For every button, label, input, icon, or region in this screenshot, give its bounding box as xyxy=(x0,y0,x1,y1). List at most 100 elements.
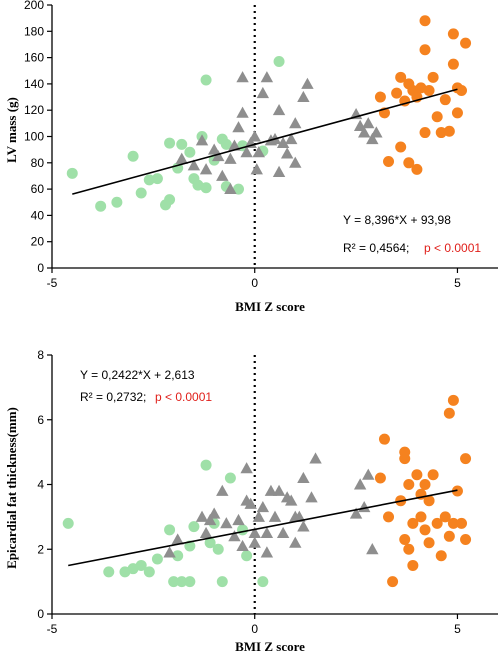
data-point-circle xyxy=(168,576,180,588)
data-point-circle xyxy=(200,182,212,194)
data-point-circle xyxy=(216,576,228,588)
data-point-circle xyxy=(427,469,439,481)
x-tick-label: 5 xyxy=(454,276,461,290)
data-point-circle xyxy=(411,163,423,175)
data-point-circle xyxy=(164,194,176,206)
data-point-circle xyxy=(184,576,196,588)
data-point-triangle xyxy=(358,500,371,513)
data-point-triangle xyxy=(256,86,270,99)
data-point-circle xyxy=(378,433,390,445)
data-point-circle xyxy=(399,534,411,546)
data-point-triangle xyxy=(195,510,209,522)
data-point-triangle xyxy=(248,130,261,142)
data-point-circle xyxy=(212,543,224,555)
data-point-triangle xyxy=(212,150,225,162)
data-point-circle xyxy=(443,530,455,542)
data-point-triangle xyxy=(248,536,261,548)
y-tick-label: 40 xyxy=(31,208,45,222)
y-axis-label: Epicardial fat thickness(mm) xyxy=(4,407,19,569)
data-point-triangle xyxy=(272,165,286,177)
data-point-triangle xyxy=(220,517,233,529)
data-point-circle xyxy=(415,511,427,523)
data-point-triangle xyxy=(228,530,241,542)
p-value-text: p < 0.0001 xyxy=(424,241,481,255)
x-axis-label: BMI Z score xyxy=(235,299,305,314)
data-point-circle xyxy=(443,125,455,137)
data-point-circle xyxy=(135,559,147,571)
data-point-circle xyxy=(419,524,431,536)
data-point-circle xyxy=(419,15,431,27)
data-point-triangle xyxy=(301,77,314,89)
y-tick-label: 0 xyxy=(37,261,44,275)
data-point-triangle xyxy=(252,146,265,158)
data-point-triangle xyxy=(276,526,290,539)
data-point-circle xyxy=(374,472,386,484)
data-point-triangle xyxy=(349,507,363,519)
data-point-circle xyxy=(143,174,155,186)
data-point-triangle xyxy=(250,163,263,175)
data-point-circle xyxy=(151,173,163,185)
data-point-triangle xyxy=(171,533,184,545)
data-point-circle xyxy=(188,521,200,533)
x-tick-label: -5 xyxy=(47,276,58,290)
r-squared-text: R² = 0,4564; xyxy=(343,241,409,255)
data-point-circle xyxy=(395,71,407,83)
data-point-circle xyxy=(431,111,443,123)
x-tick-label: 0 xyxy=(251,276,258,290)
data-point-circle xyxy=(200,459,212,471)
data-point-circle xyxy=(419,479,431,490)
lv-mass-chart: 0 20 40 60 80 100 120 140 160 180 200 -5 0 5 LV mass … xyxy=(4,0,498,314)
x-tick-label: 5 xyxy=(454,622,461,636)
data-point-triangle xyxy=(289,536,302,548)
data-point-triangle xyxy=(297,471,310,483)
data-point-triangle xyxy=(285,132,298,145)
data-point-triangle xyxy=(366,132,379,145)
data-point-triangle xyxy=(187,159,201,171)
data-point-circle xyxy=(233,183,245,195)
y-tick-label: 6 xyxy=(37,413,44,427)
data-point-triangle xyxy=(272,484,286,496)
data-point-circle xyxy=(62,517,74,529)
r-squared-text: R² = 0,2732; xyxy=(80,390,146,404)
data-point-triangle xyxy=(289,156,302,168)
data-point-circle xyxy=(374,91,386,103)
data-point-triangle xyxy=(224,152,237,164)
data-point-circle xyxy=(403,543,415,555)
data-point-circle xyxy=(407,517,419,529)
data-point-circle xyxy=(423,495,435,507)
x-tick-label: -5 xyxy=(47,622,58,636)
data-point-circle xyxy=(443,407,455,419)
regression-equation: Y = 8,396*X + 93,98 xyxy=(343,213,451,227)
data-point-circle xyxy=(103,566,115,578)
data-point-triangle xyxy=(362,468,375,480)
p-value-text: p < 0.0001 xyxy=(155,390,212,404)
regression-line xyxy=(68,489,458,567)
y-tick-label: 200 xyxy=(24,0,44,12)
data-point-circle xyxy=(184,146,196,158)
data-point-triangle xyxy=(248,526,261,539)
data-point-triangle xyxy=(268,510,282,522)
data-point-triangle xyxy=(236,539,249,551)
data-point-triangle xyxy=(175,152,188,164)
data-point-triangle xyxy=(199,163,213,175)
y-tick-label: 140 xyxy=(24,77,44,91)
data-point-triangle xyxy=(195,134,209,146)
data-point-circle xyxy=(241,550,253,562)
data-point-circle xyxy=(257,576,269,588)
data-point-circle xyxy=(435,550,447,562)
data-point-triangle xyxy=(260,546,274,558)
x-axis-label: BMI Z score xyxy=(235,639,305,654)
y-tick-label: 160 xyxy=(24,51,44,65)
data-point-circle xyxy=(447,58,459,70)
data-point-circle xyxy=(460,534,472,546)
data-point-circle xyxy=(164,524,176,536)
data-point-circle xyxy=(224,472,236,484)
data-point-circle xyxy=(383,155,395,167)
data-point-circle xyxy=(447,394,459,406)
y-tick-label: 60 xyxy=(31,182,45,196)
data-point-circle xyxy=(460,453,472,465)
data-point-circle xyxy=(111,196,123,208)
